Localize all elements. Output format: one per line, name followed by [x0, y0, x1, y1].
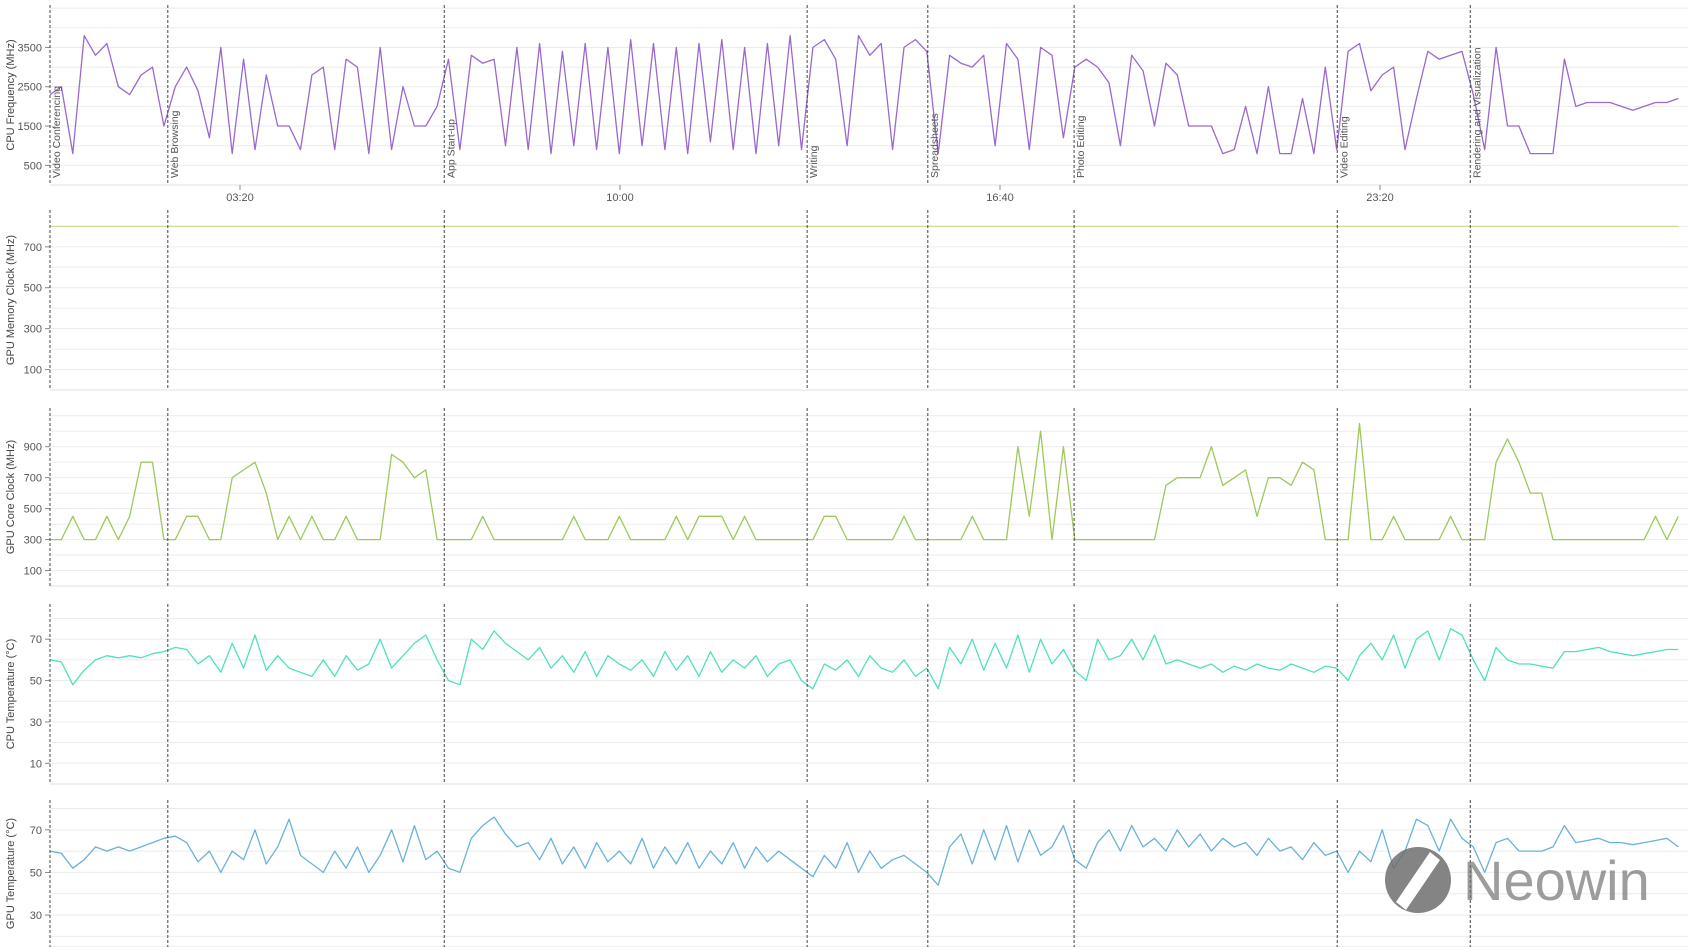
neowin-wordmark: Neowin — [1463, 849, 1650, 912]
workload-label: Writing — [808, 145, 820, 178]
panel-4: 10 30 50 70 CPU Temperature (°C) — [5, 617, 1688, 785]
workload-label: Video Conferencing — [51, 86, 63, 178]
panel-3: 100 300 500 700 900 GPU Core Clock (MHz) — [5, 415, 1688, 587]
y-tick-label: 70 — [30, 634, 42, 646]
y-tick-label: 300 — [24, 535, 42, 547]
y-tick-label: 2500 — [18, 82, 42, 94]
y-tick-label: 100 — [24, 365, 42, 377]
y-tick-label: 30 — [30, 910, 42, 922]
y-tick-label: 100 — [24, 566, 42, 578]
x-tick-label: 03:20 — [226, 192, 254, 204]
workload-label: Video Editing — [1338, 116, 1350, 178]
y-tick-label: 300 — [24, 324, 42, 336]
workload-label: App Start-up — [445, 119, 457, 178]
x-tick-label: 23:20 — [1366, 192, 1394, 204]
neowin-watermark-logo: Neowin — [1385, 847, 1650, 913]
series-line — [50, 422, 1679, 541]
panel-2: 100 300 500 700 GPU Memory Clock (MHz) — [5, 225, 1688, 391]
y-tick-label: 500 — [24, 160, 42, 172]
y-axis-label: CPU Temperature (°C) — [5, 639, 17, 750]
y-axis-label: GPU Core Clock (MHz) — [5, 440, 17, 554]
y-tick-label: 70 — [30, 825, 42, 837]
series-line — [49, 628, 1679, 690]
workload-label: Rendering and Visualization — [1471, 47, 1483, 178]
x-tick-label: 10:00 — [606, 192, 634, 204]
y-tick-label: 50 — [30, 867, 42, 879]
y-tick-label: 1500 — [18, 121, 42, 133]
series-line — [49, 35, 1679, 155]
y-tick-label: 50 — [30, 676, 42, 688]
y-axis-label: CPU Frequency (MHz) — [5, 39, 17, 150]
series-line — [49, 816, 1679, 886]
y-axis-label: GPU Temperature (°C) — [5, 818, 17, 929]
y-tick-label: 500 — [24, 283, 42, 295]
y-tick-label: 3500 — [18, 42, 42, 54]
y-tick-label: 900 — [24, 442, 42, 454]
y-tick-label: 500 — [24, 504, 42, 516]
y-tick-label: 10 — [30, 758, 42, 770]
y-axis-label: GPU Memory Clock (MHz) — [5, 235, 17, 365]
workload-label: Photo Editing — [1075, 115, 1087, 178]
neowin-logo-slash — [1396, 852, 1440, 910]
y-tick-label: 700 — [24, 473, 42, 485]
y-tick-label: 30 — [30, 717, 42, 729]
x-tick-label: 16:40 — [986, 192, 1014, 204]
workload-label: Spreadsheets — [929, 113, 941, 178]
workload-label: Web Browsing — [169, 110, 181, 178]
y-tick-label: 700 — [24, 242, 42, 254]
